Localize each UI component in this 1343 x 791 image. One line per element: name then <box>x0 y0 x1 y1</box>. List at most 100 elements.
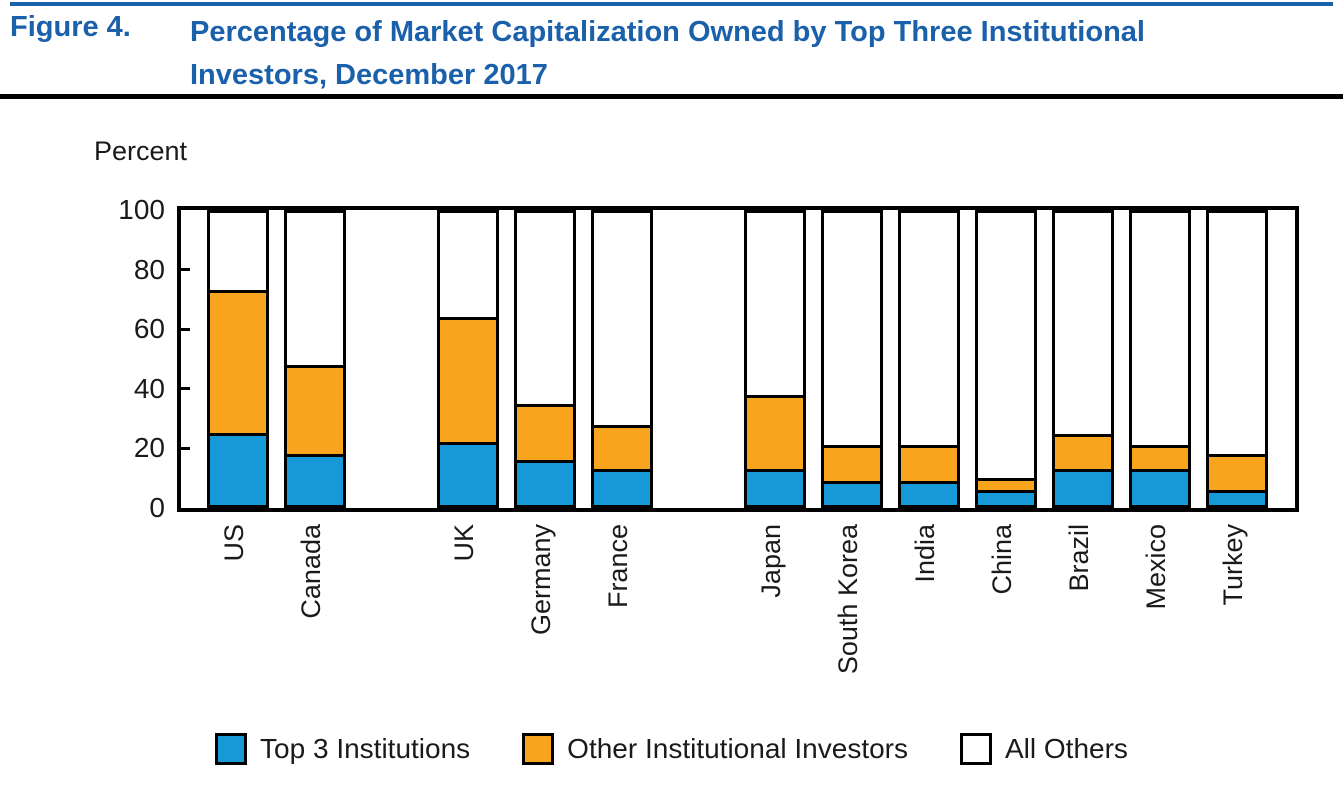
x-label-cell-mexico: Mexico <box>1125 516 1187 731</box>
bars-area <box>181 210 1295 508</box>
x-label-cell-turkey: Turkey <box>1202 516 1264 731</box>
segment-other-institutional-south-korea <box>824 445 880 482</box>
segment-top3-india <box>901 481 957 505</box>
bar-us <box>207 210 269 508</box>
figure-title: Percentage of Market Capitalization Owne… <box>190 11 1340 97</box>
segment-top3-uk <box>440 442 496 505</box>
x-label-cell-south-korea: South Korea <box>817 516 879 731</box>
figure-title-line1: Percentage of Market Capitalization Owne… <box>190 16 1145 48</box>
plot-frame <box>177 206 1299 512</box>
segment-all-others-us <box>210 213 266 291</box>
x-label-south-korea: South Korea <box>833 524 863 675</box>
bar-india <box>898 210 960 508</box>
x-label-cell-brazil: Brazil <box>1048 516 1110 731</box>
segment-top3-south-korea <box>824 481 880 505</box>
bar-germany <box>514 210 576 508</box>
legend-label-all-others: All Others <box>1005 733 1128 764</box>
figure-number-label: Figure 4. <box>10 11 131 43</box>
y-tick-mark-40 <box>181 387 190 391</box>
x-label-cell-canada: Canada <box>280 516 342 731</box>
x-label-germany: Germany <box>526 524 556 636</box>
bar-canada <box>284 210 346 508</box>
legend-item-top-3-institutions: Top 3 Institutions <box>215 733 470 765</box>
y-tick-mark-60 <box>181 327 190 331</box>
segment-all-others-china <box>978 213 1034 479</box>
x-label-brazil: Brazil <box>1064 524 1094 592</box>
x-label-cell-uk: UK <box>433 516 495 731</box>
x-label-cell-france: France <box>587 516 649 731</box>
segment-all-others-france <box>594 213 650 425</box>
legend-swatch-other-institutional-investors <box>522 733 555 765</box>
segment-all-others-south-korea <box>824 213 880 446</box>
segment-all-others-uk <box>440 213 496 318</box>
legend-item-all-others: All Others <box>960 733 1128 765</box>
segment-other-institutional-turkey <box>1209 454 1265 491</box>
bar-uk <box>437 210 499 508</box>
x-label-france: France <box>603 524 633 609</box>
y-tick-label-100: 100 <box>118 194 165 225</box>
x-label-canada: Canada <box>296 524 326 619</box>
x-label-cell-japan: Japan <box>740 516 802 731</box>
segment-all-others-brazil <box>1055 213 1111 434</box>
segment-all-others-canada <box>287 213 343 365</box>
x-label-us: US <box>219 524 249 562</box>
segment-other-institutional-uk <box>440 317 496 443</box>
legend-label-other-institutional-investors: Other Institutional Investors <box>567 733 908 764</box>
segment-top3-mexico <box>1132 469 1188 505</box>
bar-china <box>975 210 1037 508</box>
y-axis-unit-label: Percent <box>94 136 188 166</box>
segment-top3-france <box>594 469 650 505</box>
bar-japan <box>744 210 806 508</box>
title-divider-rule <box>0 94 1343 99</box>
segment-other-institutional-canada <box>287 364 343 455</box>
legend-label-top-3-institutions: Top 3 Institutions <box>260 733 471 764</box>
x-label-uk: UK <box>449 524 479 562</box>
x-label-china: China <box>987 524 1017 595</box>
x-label-cell-india: India <box>894 516 956 731</box>
top-rule <box>10 2 1333 6</box>
x-label-cell-germany: Germany <box>510 516 572 731</box>
chart-legend: Top 3 Institutions Other Institutional In… <box>0 733 1343 765</box>
segment-top3-china <box>978 490 1034 505</box>
bar-brazil <box>1052 210 1114 508</box>
segment-other-institutional-brazil <box>1055 433 1111 470</box>
x-label-mexico: Mexico <box>1141 524 1171 610</box>
x-label-cell-us: US <box>203 516 265 731</box>
segment-all-others-japan <box>747 213 803 395</box>
bar-south-korea <box>821 210 883 508</box>
figure-title-line2: Investors, December 2017 <box>190 59 548 91</box>
segment-other-institutional-japan <box>747 394 803 470</box>
segment-top3-japan <box>747 469 803 505</box>
segment-other-institutional-france <box>594 424 650 470</box>
segment-other-institutional-us <box>210 290 266 434</box>
segment-other-institutional-mexico <box>1132 445 1188 470</box>
segment-other-institutional-india <box>901 445 957 482</box>
segment-top3-us <box>210 433 266 505</box>
legend-item-other-institutional-investors: Other Institutional Investors <box>522 733 908 765</box>
y-tick-mark-20 <box>181 446 190 450</box>
y-tick-mark-80 <box>181 268 190 272</box>
x-label-cell-china: China <box>971 516 1033 731</box>
segment-other-institutional-germany <box>517 403 573 461</box>
y-tick-label-60: 60 <box>133 313 165 345</box>
bar-france <box>591 210 653 508</box>
y-tick-label-20: 20 <box>133 432 165 464</box>
segment-all-others-turkey <box>1209 213 1265 455</box>
segment-top3-turkey <box>1209 490 1265 505</box>
y-tick-label-40: 40 <box>133 372 165 404</box>
bar-mexico <box>1129 210 1191 508</box>
segment-all-others-india <box>901 213 957 446</box>
y-tick-label-80: 80 <box>133 253 165 285</box>
x-label-india: India <box>910 524 940 583</box>
x-axis-labels: US Canada UK Germany France Japan South Korea I… <box>177 516 1299 731</box>
segment-top3-canada <box>287 454 343 505</box>
x-label-turkey: Turkey <box>1218 524 1248 606</box>
segment-top3-germany <box>517 460 573 505</box>
legend-swatch-top-3-institutions <box>215 733 248 765</box>
bar-turkey <box>1206 210 1268 508</box>
y-tick-label-0: 0 <box>149 492 165 523</box>
segment-all-others-mexico <box>1132 213 1188 446</box>
x-label-japan: Japan <box>756 524 786 598</box>
segment-all-others-germany <box>517 213 573 404</box>
